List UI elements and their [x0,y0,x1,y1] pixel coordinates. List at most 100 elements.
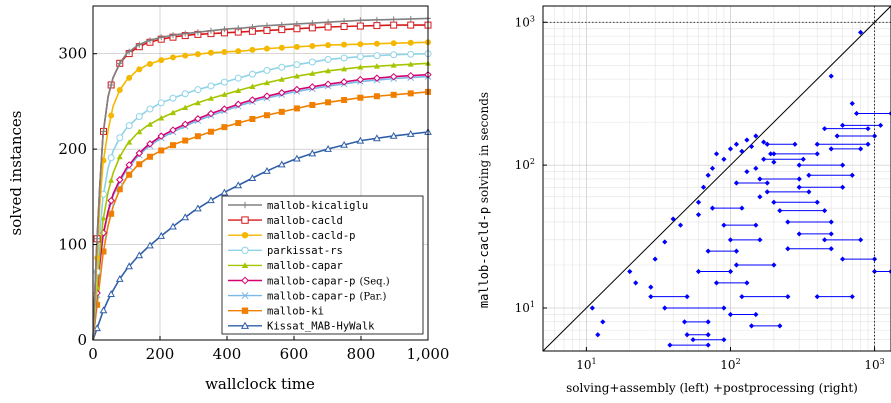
series-marker [373,134,381,142]
series-marker [356,136,365,144]
series-marker [263,22,270,29]
point-marker-left [677,222,684,228]
series-marker [182,30,189,37]
series-marker [169,222,177,230]
series-marker [94,301,101,308]
point-marker-left [705,248,711,254]
scatter-point [667,342,711,348]
series-marker [248,174,257,181]
series-marker [94,254,101,261]
legend-entry: mallob-capar-p (Par.) [228,290,387,302]
point-marker-left [662,305,668,311]
scatter-point [822,237,864,243]
right-y-tick-exponent: 2 [530,157,535,166]
series-marker [107,196,115,205]
legend-entry: mallob-cacld [228,215,343,227]
series-marker [146,241,154,249]
series-marker [325,42,332,49]
point-marker-right [764,180,770,186]
scatter-point [648,294,690,300]
left-x-tick-label: 0 [88,345,98,363]
point-marker-right [814,199,820,205]
point-marker-left [695,199,702,205]
point-marker-left [733,180,740,186]
series-marker [324,55,332,63]
series-marker [263,112,270,119]
legend-entry: mallob-cacld-p [228,230,356,242]
point-marker-right [684,294,690,300]
left-axis-ticks: 0 200 400 600 800 1,000 0 100 200 300 [58,45,449,363]
point-marker-left [796,231,802,237]
legend: mallob-kicaliglu mallob-cacld mallob-cacld… [221,195,424,335]
series-marker [356,53,364,61]
series-marker [390,40,397,47]
left-x-tick-label: 1,000 [407,345,450,363]
series-marker [407,71,415,80]
series-marker [390,62,397,68]
scatter-point [727,237,763,243]
series-marker [293,85,301,94]
series-marker [248,96,257,104]
legend-marker [241,201,249,209]
point-marker-left [727,146,734,152]
series-marker [126,74,133,81]
right-y-axis-label: mallob-cacld-p solving in seconds [477,92,491,308]
right-x-tick-label: 103 [864,357,884,372]
series-marker [115,274,124,282]
right-x-tick-exponent: 2 [736,357,741,366]
series-marker [356,22,364,30]
series-marker [116,186,123,193]
point-marker-left [768,151,774,157]
right-y-tick-label: 101 [515,300,535,315]
point-marker-left [771,159,777,165]
series-marker [293,105,300,112]
scatter-point [748,323,783,329]
series-marker [373,16,380,23]
legend-marker [241,276,249,285]
legend-label: mallob-capar-p (Par.) [267,290,387,302]
point-marker-right [849,294,855,300]
left-x-tick-label: 400 [213,345,242,363]
point-marker-left [589,305,595,311]
series-marker [169,54,176,61]
point-marker-right [888,110,891,117]
series-marker [146,153,153,160]
series-marker [309,70,316,76]
legend-entry: mallob-capar [228,260,343,272]
point-marker-right [733,248,740,254]
point-marker-left [684,332,690,338]
scatter-point [768,151,774,157]
series-marker [116,176,124,184]
scatter-point [796,162,846,168]
point-marker-right [865,141,871,147]
point-marker-left [785,246,791,252]
series-marker [158,115,165,121]
point-marker-left [662,239,668,245]
point-marker-left [600,319,606,325]
point-marker-left [757,176,763,182]
series-marker [341,41,348,48]
scatter-point [713,151,720,157]
diagonal-reference-line [542,5,891,352]
point-marker-left [814,294,820,300]
series-marker [407,90,414,97]
scatter-point [690,337,727,343]
point-marker-left [822,126,828,132]
series-marker [235,87,242,93]
series-marker [309,42,316,49]
series-marker [146,121,153,127]
series-mallob-kicaliglu [92,15,431,341]
series-marker [136,128,143,135]
series-marker [278,108,285,115]
series-marker [357,64,364,70]
point-marker-left [739,148,745,154]
series-marker [99,306,108,314]
point-marker-right [858,146,864,152]
legend-marker [241,292,249,300]
series-marker [263,66,271,74]
series-marker [373,22,381,30]
point-marker-right [796,176,802,182]
point-marker-left [806,172,812,178]
series-marker [324,80,332,88]
